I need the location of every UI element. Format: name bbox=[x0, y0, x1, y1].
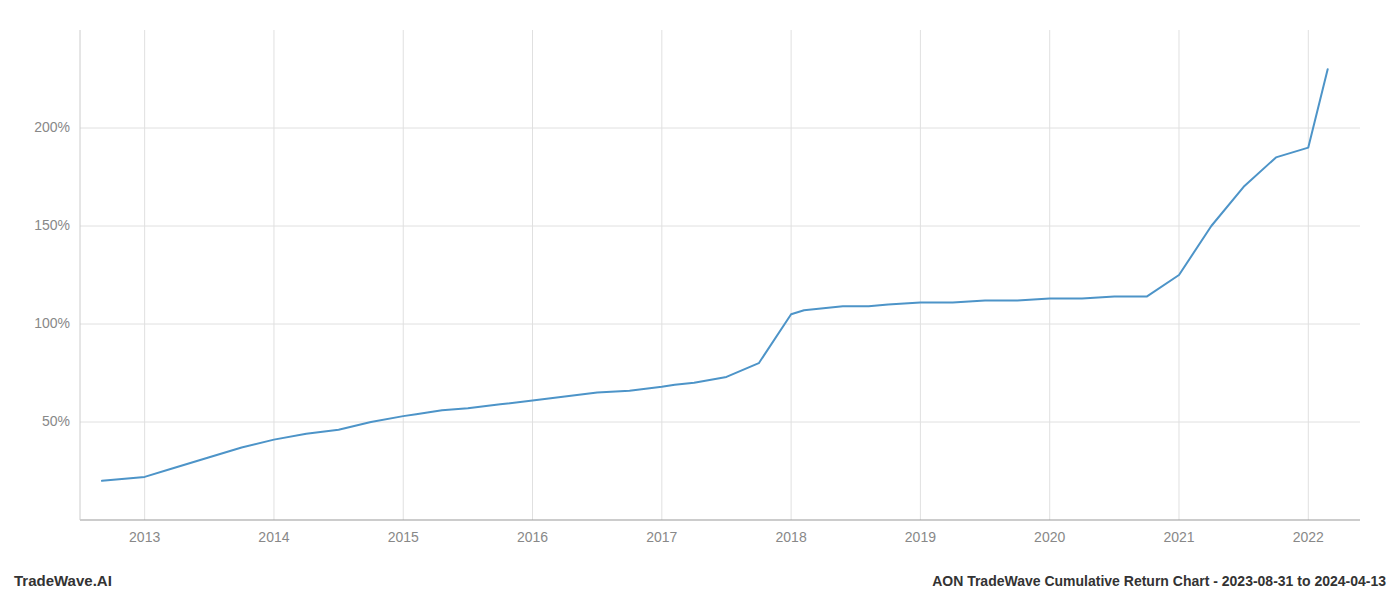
grid-line-y bbox=[80, 128, 1360, 129]
x-tick-label: 2015 bbox=[388, 529, 419, 545]
x-tick-label: 2022 bbox=[1293, 529, 1324, 545]
y-axis-line bbox=[80, 30, 81, 520]
grid-line-x bbox=[144, 30, 145, 520]
grid-line-y bbox=[80, 324, 1360, 325]
y-tick-label: 100% bbox=[34, 315, 70, 331]
x-axis-line bbox=[80, 520, 1360, 521]
x-tick-label: 2020 bbox=[1034, 529, 1065, 545]
grid-line-x bbox=[273, 30, 274, 520]
axes: 50% 100% 150% 200% 2013 2014 2015 2016 2017 2018 2… bbox=[34, 30, 1360, 545]
x-tick-label: 2019 bbox=[905, 529, 936, 545]
chart-svg: 50% 100% 150% 200% 2013 2014 2015 2016 2017 2018 2… bbox=[0, 0, 1400, 600]
grid-line-x bbox=[1049, 30, 1050, 520]
grid-line-y bbox=[80, 422, 1360, 423]
y-tick-label: 200% bbox=[34, 119, 70, 135]
grid-line-x bbox=[532, 30, 533, 520]
line bbox=[102, 69, 1328, 481]
x-tick-label: 2017 bbox=[646, 529, 677, 545]
chart-container: 50% 100% 150% 200% 2013 2014 2015 2016 2017 2018 2… bbox=[0, 0, 1400, 600]
watermark: TradeWave.AI bbox=[14, 572, 112, 589]
grid-line-x bbox=[661, 30, 662, 520]
background bbox=[0, 0, 1400, 600]
x-tick-label: 2016 bbox=[517, 529, 548, 545]
grid bbox=[80, 30, 1360, 520]
grid-line-x bbox=[920, 30, 921, 520]
x-tick-label: 2014 bbox=[258, 529, 289, 545]
y-tick-label: 50% bbox=[42, 413, 70, 429]
grid-line-x bbox=[403, 30, 404, 520]
y-tick-label: 150% bbox=[34, 217, 70, 233]
x-tick-label: 2021 bbox=[1163, 529, 1194, 545]
x-tick-label: 2013 bbox=[129, 529, 160, 545]
x-tick-label: 2018 bbox=[776, 529, 807, 545]
grid-line-x bbox=[791, 30, 792, 520]
title: AON TradeWave Cumulative Return Chart - … bbox=[932, 573, 1386, 589]
grid-line-x bbox=[1308, 30, 1309, 520]
grid-line-y bbox=[80, 226, 1360, 227]
plot-area bbox=[102, 69, 1328, 481]
